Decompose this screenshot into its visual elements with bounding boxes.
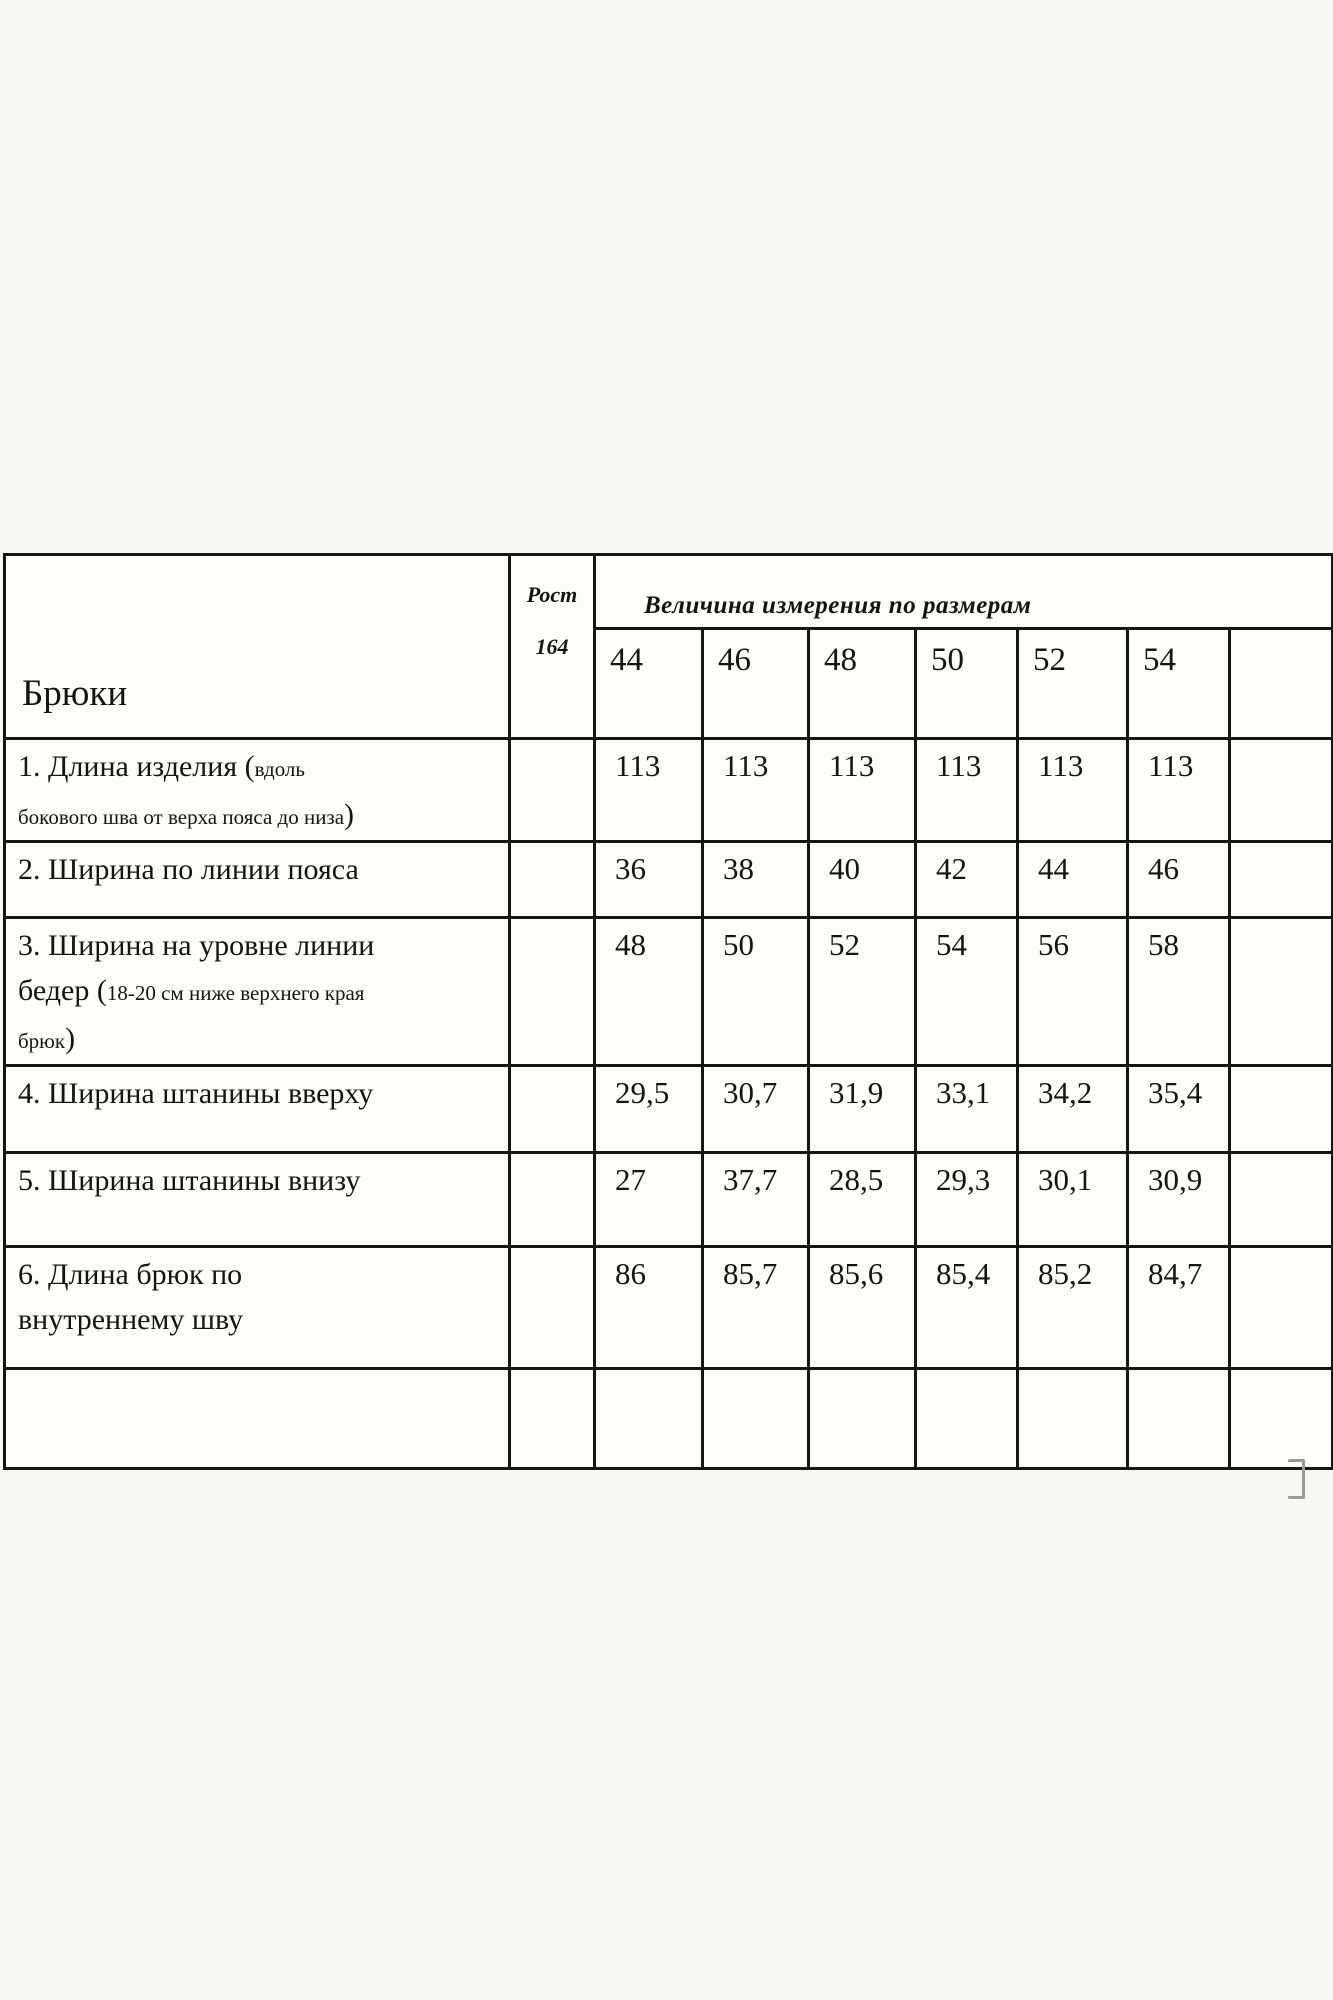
height-label: Рост [526,582,578,607]
measurement-value-cell: 40 [807,840,917,919]
measurement-value-cell [807,1367,917,1470]
product-name: Брюки [22,673,128,714]
measurement-value-cell: 85,6 [807,1245,917,1370]
measurement-value-cell [914,1367,1019,1470]
size-chart-table: Брюки Рост 164 Величина измерения по раз… [3,553,1333,1470]
trailing-empty-cell [1227,1151,1333,1248]
size-header-cell: 44 [593,627,704,740]
measurement-value-cell: 28,5 [807,1151,917,1248]
scan-artifact [1288,1459,1305,1499]
measurement-value-cell: 46 [1126,840,1231,919]
trailing-empty-cell [1227,1367,1333,1470]
row-label-cell: 4. Ширина штанины вверху [3,1064,511,1154]
measurement-value-cell: 37,7 [701,1151,810,1248]
trailing-empty-cell [1227,916,1333,1067]
measurement-value-cell: 52 [807,916,917,1067]
row-label-cell: 5. Ширина штанины внизу [3,1151,511,1248]
trailing-empty-cell [1227,1245,1333,1370]
size-header-cell: 54 [1126,627,1231,740]
measurement-value-cell: 86 [593,1245,704,1370]
row-label-segment: 18-20 см ниже верхнего края брюк [18,981,365,1053]
measurement-row: 4. Ширина штанины вверху 29,5 30,7 31,9 33,1… [3,1064,1333,1154]
size-header-cell: 48 [807,627,917,740]
measurement-value-cell: 48 [593,916,704,1067]
measurement-value-cell: 36 [593,840,704,919]
height-column-empty-cell [508,1151,596,1248]
height-column-cell: Рост 164 [508,553,596,740]
measurement-value-cell: 27 [593,1151,704,1248]
row-label-segment: 6. Длина брюк по внутреннему шву [18,1258,244,1336]
row-label-segment: ) [65,1022,76,1055]
row-label-segment: 3. Ширина на уровне линии бедер ( [18,929,375,1007]
measurement-value-cell [1016,1367,1129,1470]
height-column-empty-cell [508,1064,596,1154]
measurement-value-cell: 31,9 [807,1064,917,1154]
measurement-value-cell: 33,1 [914,1064,1019,1154]
measurement-value-cell: 34,2 [1016,1064,1129,1154]
height-column-empty-cell [508,916,596,1067]
row-label-segment: вдоль бокового шва от верха пояса до низ… [18,757,345,829]
row-label-segment: ) [344,798,355,831]
trailing-empty-header-cell [1227,627,1333,740]
measurement-value-cell: 85,2 [1016,1245,1129,1370]
row-label-cell [3,1367,511,1470]
row-label-segment: 1. Длина изделия ( [18,750,255,783]
row-label-cell: 3. Ширина на уровне линии бедер (18-20 с… [3,916,511,1067]
size-header-cell: 52 [1016,627,1129,740]
measurement-value-cell: 58 [1126,916,1231,1067]
height-column-empty-cell [508,1245,596,1370]
measurement-value-cell: 113 [701,737,810,843]
row-label-cell: 6. Длина брюк по внутреннему шву [3,1245,511,1370]
measurement-row: 5. Ширина штанины внизу 27 37,7 28,5 29,3 30,… [3,1151,1333,1248]
height-value: 164 [535,634,569,659]
measurement-row: 2. Ширина по линии пояса 36 38 40 42 44 46 [3,840,1333,919]
measurement-value-cell: 84,7 [1126,1245,1231,1370]
measurement-value-cell: 44 [1016,840,1129,919]
measurement-value-cell: 85,7 [701,1245,810,1370]
trailing-empty-cell [1227,737,1333,843]
measurement-value-cell: 113 [593,737,704,843]
height-column-empty-cell [508,737,596,843]
measurement-value-cell: 29,3 [914,1151,1019,1248]
row-label-cell: 1. Длина изделия (вдоль бокового шва от … [3,737,511,843]
size-header-cell: 46 [701,627,810,740]
measurement-value-cell: 30,9 [1126,1151,1231,1248]
measurement-value-cell [701,1367,810,1470]
measurement-value-cell [593,1367,704,1470]
measurement-value-cell: 54 [914,916,1019,1067]
row-label-cell: 2. Ширина по линии пояса [3,840,511,919]
product-name-cell: Брюки [3,553,511,740]
measurement-value-cell: 113 [914,737,1019,843]
measurement-row: 6. Длина брюк по внутреннему шву 86 85,7 85… [3,1245,1333,1370]
measurement-value-cell: 35,4 [1126,1064,1231,1154]
trailing-empty-cell [1227,1064,1333,1154]
measurement-row: 1. Длина изделия (вдоль бокового шва от … [3,737,1333,843]
row-label-segment: 5. Ширина штанины внизу [18,1164,361,1197]
measurement-value-cell [1126,1367,1231,1470]
measurement-value-cell: 30,7 [701,1064,810,1154]
row-label-segment: 2. Ширина по линии пояса [18,853,359,886]
size-header-cell: 50 [914,627,1019,740]
measurement-row [3,1367,1333,1470]
measurement-value-cell: 56 [1016,916,1129,1067]
measurement-value-cell: 113 [1016,737,1129,843]
measurement-row: 3. Ширина на уровне линии бедер (18-20 с… [3,916,1333,1067]
measures-header-cell: Величина измерения по размерам [592,553,1333,630]
height-column-empty-cell [508,1367,596,1470]
measurement-value-cell: 113 [1126,737,1231,843]
measures-header: Величина измерения по размерам [644,592,1032,619]
measurement-value-cell: 113 [807,737,917,843]
measurement-value-cell: 85,4 [914,1245,1019,1370]
header-row-top: Брюки Рост 164 Величина измерения по раз… [3,553,1333,740]
measurement-value-cell: 50 [701,916,810,1067]
row-label-segment: 4. Ширина штанины вверху [18,1077,374,1110]
sizes-header-row: 44 46 48 50 52 54 [5,627,1333,740]
trailing-empty-cell [1227,840,1333,919]
measurement-value-cell: 30,1 [1016,1151,1129,1248]
measurement-value-cell: 29,5 [593,1064,704,1154]
measurement-value-cell: 38 [701,840,810,919]
measurement-value-cell: 42 [914,840,1019,919]
height-column-empty-cell [508,840,596,919]
